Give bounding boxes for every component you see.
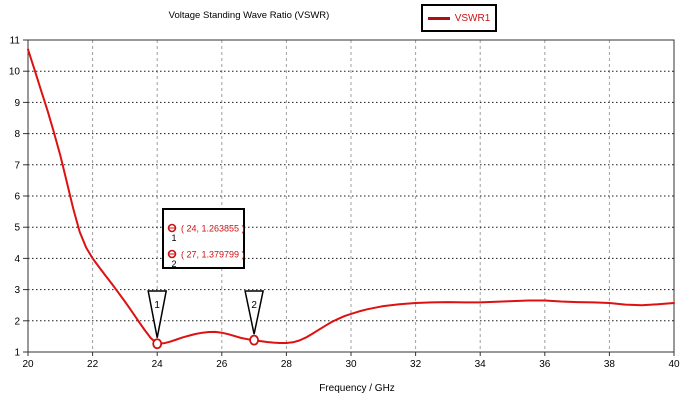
annotation-box-frame [162, 208, 245, 269]
y-tick-label: 7 [14, 160, 20, 171]
legend-series-label: VSWR1 [454, 12, 491, 24]
chart-header: Voltage Standing Wave Ratio (VSWR) VSWR1 [0, 0, 693, 38]
chart-title-text: Voltage Standing Wave Ratio (VSWR) [168, 10, 330, 21]
vswr1-curve [27, 48, 675, 345]
x-tick-label: 22 [87, 359, 99, 370]
annotation-marker-number: 1 [171, 233, 176, 243]
marker-flag-number: 1 [154, 300, 160, 311]
x-tick-label: 30 [345, 359, 357, 370]
annotation-marker-value: ( 27, 1.379799 ) [181, 250, 245, 260]
chart-title: Voltage Standing Wave Ratio (VSWR) [0, 10, 693, 21]
y-tick-label: 10 [9, 67, 21, 78]
annotation-entry-2: 2 ( 27, 1.379799 ) [167, 250, 245, 269]
y-tick-label: 11 [10, 36, 21, 47]
x-tick-label: 26 [216, 359, 228, 370]
marker-point [152, 338, 163, 350]
annotation-marker-number: 2 [171, 259, 176, 269]
marker-point [249, 334, 260, 346]
y-tick-label: 3 [14, 285, 20, 296]
marker-annotation-box: 1 ( 24, 1.263855 ) 2 ( 27, 1.379799 ) [162, 208, 245, 269]
y-tick-label: 2 [14, 316, 20, 327]
x-tick-label: 32 [410, 359, 422, 370]
x-axis-label: Frequency / GHz [319, 383, 395, 394]
legend-line-swatch [427, 16, 450, 20]
marker-flag-2[interactable]: 2 [244, 290, 265, 346]
annotation-marker-value: ( 24, 1.263855 ) [181, 224, 245, 234]
x-tick-label: 24 [152, 359, 164, 370]
marker-flag-1[interactable]: 1 [147, 290, 168, 350]
x-tick-label: 34 [475, 359, 487, 370]
x-tick-label: 20 [22, 359, 34, 370]
x-tick-label: 38 [604, 359, 616, 370]
marker-flag-triangle [147, 290, 168, 338]
marker-flag-number: 2 [251, 300, 257, 311]
marker-flag-triangle [244, 290, 265, 335]
y-tick-label: 4 [14, 254, 20, 265]
y-tick-label: 8 [14, 129, 20, 140]
y-tick-label: 9 [14, 98, 20, 109]
x-tick-label: 28 [281, 359, 293, 370]
annotation-entry-1: 1 ( 24, 1.263855 ) [167, 224, 245, 243]
legend-box[interactable]: VSWR1 [421, 4, 497, 32]
x-tick-label: 40 [668, 359, 680, 370]
x-tick-label: 36 [539, 359, 551, 370]
y-tick-label: 6 [14, 192, 20, 203]
y-tick-label: 5 [14, 223, 20, 234]
y-tick-label: 1 [14, 348, 20, 359]
